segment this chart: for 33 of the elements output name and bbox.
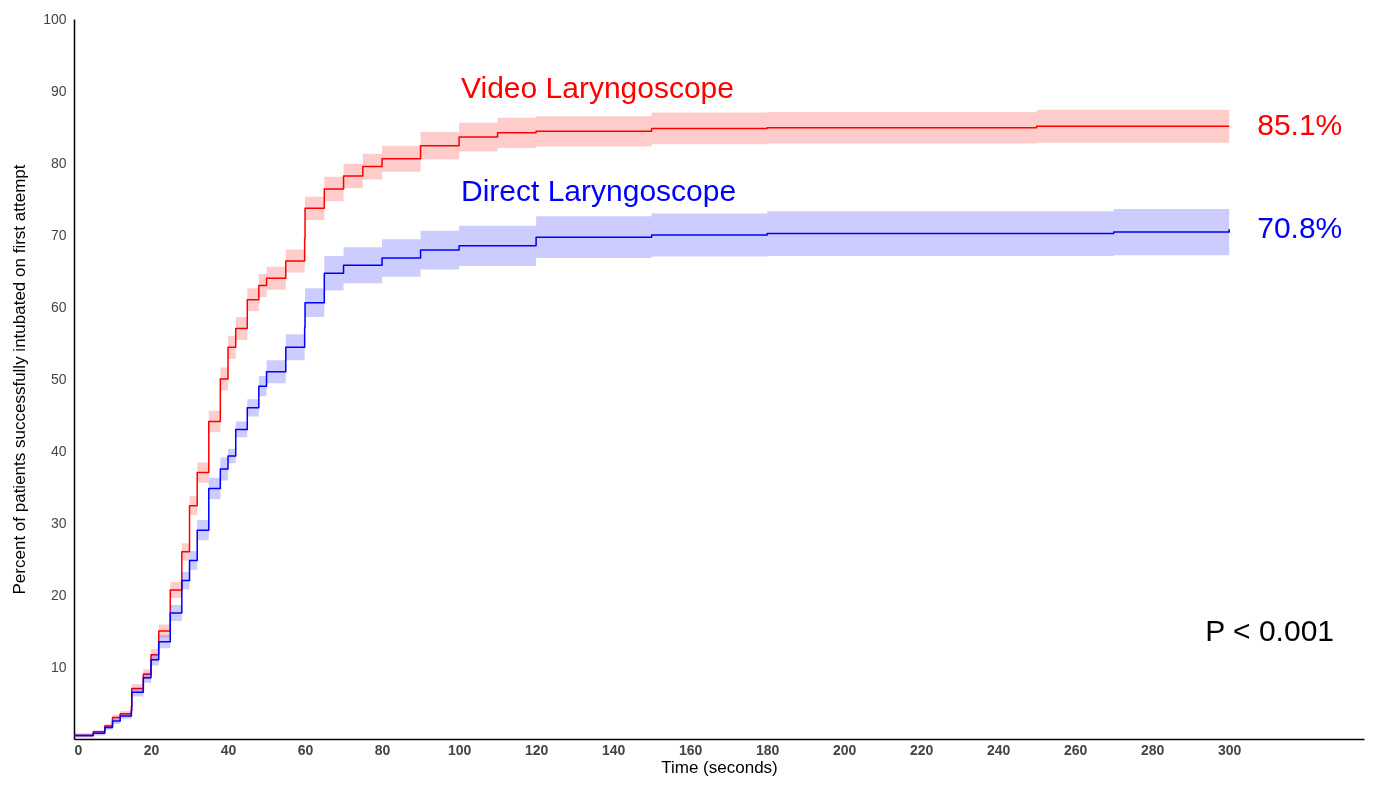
x-tick-label: 260 [1064, 741, 1088, 758]
x-axis-title: Time (seconds) [661, 757, 778, 777]
x-tick-label: 100 [447, 741, 472, 758]
x-tick-label: 200 [832, 741, 857, 758]
y-tick-label: 70 [50, 226, 67, 243]
y-tick-label: 90 [50, 82, 67, 99]
y-tick-label: 80 [50, 154, 67, 171]
x-tick-label: 60 [297, 741, 314, 758]
y-tick-label: 50 [50, 370, 67, 387]
x-tick-label: 140 [601, 741, 626, 758]
x-tick-label: 120 [524, 741, 549, 758]
y-tick-label: 100 [43, 10, 67, 27]
y-tick-label: 60 [50, 298, 67, 315]
data-label: 85.1% [1257, 108, 1343, 142]
y-tick-label: 10 [50, 658, 67, 675]
x-tick-label: 0 [74, 741, 83, 758]
x-tick-label: 300 [1218, 741, 1242, 758]
series-label: Direct Laryngoscope [461, 174, 737, 208]
series-label: Video Laryngoscope [461, 71, 734, 105]
y-tick-label: 40 [50, 442, 67, 459]
annotation: P < 0.001 [1205, 614, 1334, 647]
x-tick-label: 180 [755, 741, 780, 758]
x-tick-label: 80 [374, 741, 391, 758]
data-label: 70.8% [1257, 211, 1343, 245]
y-tick-label: 20 [50, 586, 67, 603]
x-tick-label: 280 [1141, 741, 1165, 758]
x-tick-label: 160 [678, 741, 703, 758]
y-axis-title: Percent of patients successfully intubated on first attempt [10, 164, 30, 595]
x-tick-label: 240 [987, 741, 1011, 758]
x-tick-label: 220 [909, 741, 934, 758]
x-tick-label: 40 [220, 741, 237, 758]
x-tick-label: 20 [143, 741, 160, 758]
y-tick-label: 30 [50, 514, 67, 531]
